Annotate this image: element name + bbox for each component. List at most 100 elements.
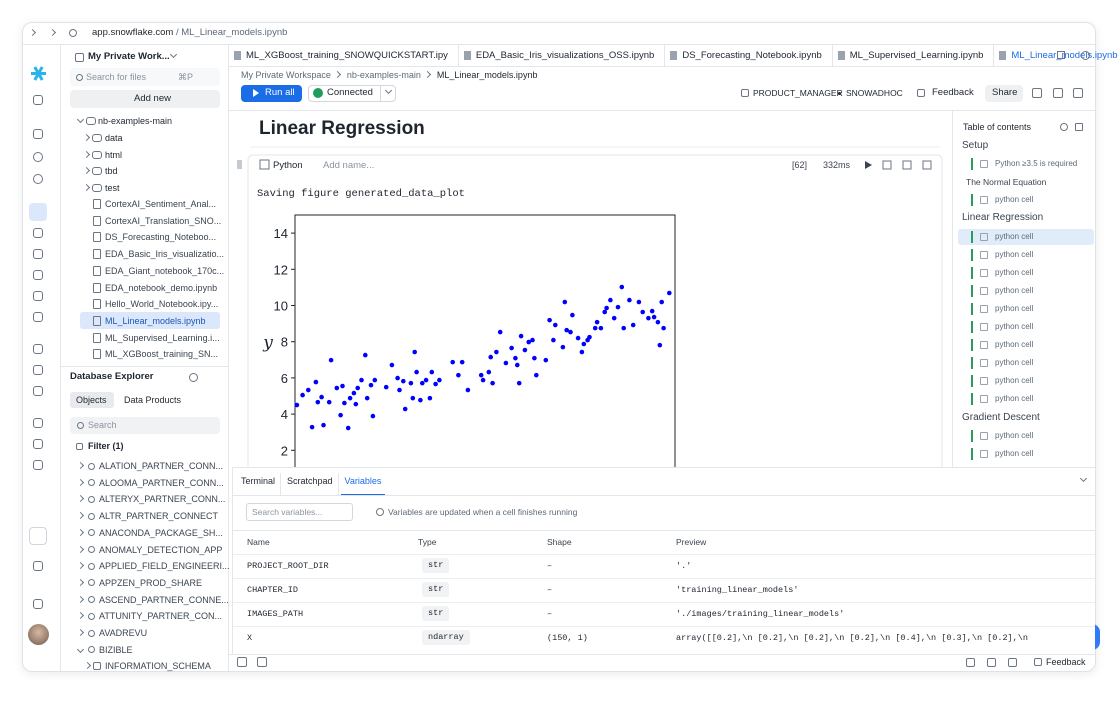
toc-section: Gradient Descent [962,411,1040,423]
toc-cell: python cell [995,267,1034,277]
cell-icon [882,160,892,170]
db-filter: Filter (1) [88,441,124,451]
point [328,357,334,363]
icon [33,270,43,280]
toc-cell: python cell [995,249,1034,259]
file-search-box[interactable] [70,68,220,86]
icon [87,479,95,487]
point [326,399,332,405]
icon [87,462,95,470]
tab-sep [337,473,339,495]
point [414,369,419,375]
url-path: / ML_Linear_models.ipynb [175,27,288,38]
variable-search[interactable] [246,503,353,521]
icon [986,657,996,667]
share-button[interactable] [985,85,1023,102]
share: Share [992,87,1018,98]
point [490,380,495,386]
notebook-tab[interactable]: EDA_Basic_Iris_visualizations_OSS.ipynb [458,45,666,66]
icon [1034,658,1042,666]
database-name: ATTUNITY_PARTNER_CON... [99,611,223,622]
icon [33,228,43,238]
folder-icon [86,117,96,125]
point [649,308,655,314]
point [338,412,343,418]
file-icon [93,299,101,310]
toc-cell-bar [971,248,973,261]
cell-output: Saving figure generated_data_plot [257,188,465,200]
point [372,377,378,383]
toc-title: Table of contents [963,122,1032,132]
toc-section: Linear Regression [962,212,1044,224]
icon [1075,123,1083,131]
schema-name: INFORMATION_SCHEMA [105,661,211,671]
bottom-panel: Terminal Scratchpad Variables Search variab… [232,467,1095,654]
variable-type: str [422,606,450,621]
point [488,354,494,360]
file-icon [93,215,101,226]
point [553,322,558,328]
point [364,395,370,401]
add-new-button[interactable] [70,90,220,108]
icon [965,657,975,667]
folder-name: html [105,149,123,160]
folder-name: data [105,133,123,143]
app-window [22,22,1096,672]
chevron [1079,474,1088,483]
notebook-heading: Linear Regression [259,118,425,139]
point [646,315,651,321]
dropdown-sep [380,86,381,101]
point [389,362,395,368]
variable-shape: – [547,561,553,571]
db-tab: Data Products [124,395,182,405]
notebook-tab[interactable]: ML_XGBoost_training_SNOWQUICKSTART.ipy [229,45,459,66]
icon [1032,88,1042,98]
icon [87,612,95,620]
point [513,355,518,361]
icon [741,89,749,97]
lang-icon [259,159,270,170]
database-name: APPZEN_PROD_SHARE [99,577,203,588]
breadcrumb: My Private Workspace [241,70,331,80]
point [418,397,423,403]
y-tick-label: 14 [274,226,288,241]
point [509,345,514,351]
footer-feedback: Feedback [1046,657,1086,667]
footer-line [229,654,1095,655]
icon [87,529,95,537]
icon [87,646,95,654]
notebook-tab[interactable]: DS_Forecasting_Notebook.ipynb [665,45,833,66]
breadcrumb: nb-examples-main [346,70,421,80]
point [547,317,552,323]
cell-name: Add name... [323,160,374,171]
dot [838,92,841,95]
point [368,382,374,388]
row-line [233,554,1095,555]
file-name: CortexAI_Sentiment_Anal... [105,199,217,209]
toc-cell: python cell [995,358,1034,368]
feedback: Feedback [932,87,974,98]
breadcrumb: ML_Linear_models.ipynb [436,70,538,80]
icon [33,439,43,449]
point [503,360,509,366]
point [522,347,528,353]
toc-cell-bar [971,321,973,333]
point [655,319,661,325]
icon [33,344,43,354]
row-line [233,602,1095,603]
db-search-box[interactable] [70,417,220,434]
toc-cell: python cell [995,322,1034,331]
icon [33,312,43,322]
database-name: ALATION_PARTNER_CONN... [99,461,224,471]
tab-bar-line [229,66,1095,67]
icon [87,629,95,637]
panel-tab-line [233,495,1095,496]
icon [257,657,267,667]
connected-button[interactable] [308,85,396,102]
notebook-tab[interactable]: ML_Supervised_Learning.ipynb [832,45,995,66]
search-shortcut: ⌘P [178,72,194,82]
point [334,385,340,391]
avatar [28,624,49,645]
toc-cell-bar [971,375,973,388]
point [345,425,351,431]
